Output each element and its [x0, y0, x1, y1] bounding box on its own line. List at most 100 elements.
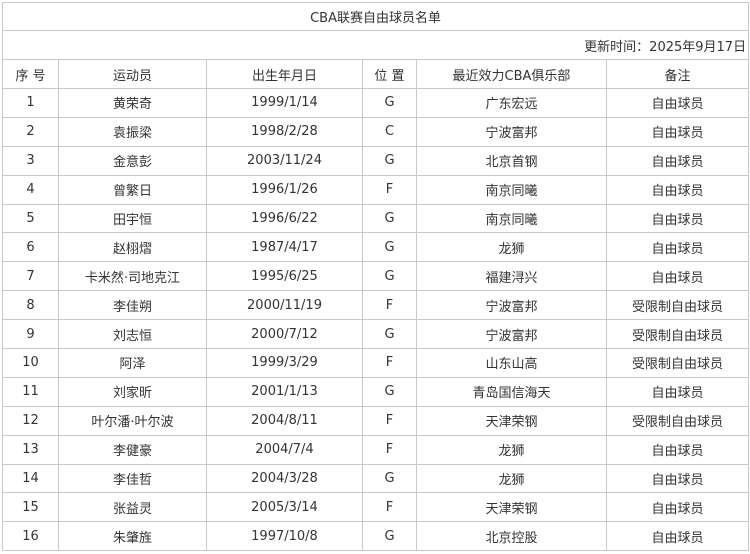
cell-club: 广东宏远	[416, 88, 607, 118]
cell-index: 10	[2, 348, 59, 378]
cell-position: F	[362, 405, 417, 436]
cell-player: 赵栩熠	[58, 232, 207, 263]
cell-birthdate: 1987/4/17	[206, 232, 363, 263]
cell-note: 自由球员	[605, 174, 750, 205]
cell-player: 朱肇旌	[58, 521, 207, 552]
header-row: 序 号 运动员 出生年月日 位 置 最近效力CBA俱乐部 备注	[2, 59, 750, 89]
cell-club: 龙狮	[416, 463, 607, 494]
cell-birthdate: 2001/1/13	[206, 376, 363, 407]
cell-club: 宁波富邦	[416, 116, 607, 147]
header-index: 序 号	[2, 59, 59, 89]
update-time: 更新时间：2025年9月17日	[1, 30, 750, 60]
cell-index: 12	[2, 405, 59, 436]
table-row: 14 李佳哲 2004/3/28 G 龙狮 自由球员	[2, 463, 750, 494]
cell-player: 袁振梁	[58, 116, 207, 147]
cell-position: F	[362, 290, 417, 321]
cell-birthdate: 1997/10/8	[206, 521, 363, 552]
table-row: 1 黄荣奇 1999/1/14 G 广东宏远 自由球员	[2, 88, 750, 118]
cell-birthdate: 2004/8/11	[206, 405, 363, 436]
table-row: 16 朱肇旌 1997/10/8 G 北京控股 自由球员	[2, 521, 750, 552]
cell-position: G	[362, 203, 417, 234]
cell-player: 卡米然·司地克江	[58, 261, 207, 292]
table-row: 15 张益灵 2005/3/14 F 天津荣钢 自由球员	[2, 492, 750, 523]
cell-position: C	[362, 116, 417, 147]
cell-index: 13	[2, 434, 59, 465]
cell-player: 李健豪	[58, 434, 207, 465]
cell-club: 南京同曦	[416, 203, 607, 234]
cell-position: G	[362, 376, 417, 407]
cell-club: 龙狮	[416, 434, 607, 465]
table-row: 2 袁振梁 1998/2/28 C 宁波富邦 自由球员	[2, 116, 750, 147]
cell-player: 田宇恒	[58, 203, 207, 234]
cell-index: 1	[2, 88, 59, 118]
cell-club: 山东山高	[416, 348, 607, 378]
cell-position: F	[362, 174, 417, 205]
cell-player: 刘家昕	[58, 376, 207, 407]
cell-club: 青岛国信海天	[416, 376, 607, 407]
cell-note: 自由球员	[605, 116, 750, 147]
cell-club: 南京同曦	[416, 174, 607, 205]
cell-position: F	[362, 434, 417, 465]
cell-index: 6	[2, 232, 59, 263]
cell-note: 自由球员	[605, 261, 750, 292]
cell-position: F	[362, 348, 417, 378]
cell-club: 福建浔兴	[416, 261, 607, 292]
cell-player: 叶尔潘·叶尔波	[58, 405, 207, 436]
cell-club: 天津荣钢	[416, 405, 607, 436]
cell-note: 自由球员	[605, 463, 750, 494]
cell-birthdate: 2000/11/19	[206, 290, 363, 321]
header-player: 运动员	[58, 59, 207, 89]
cell-position: G	[362, 463, 417, 494]
cell-position: G	[362, 232, 417, 263]
cell-index: 16	[2, 521, 59, 552]
cell-index: 7	[2, 261, 59, 292]
cell-player: 黄荣奇	[58, 88, 207, 118]
cell-player: 阿泽	[58, 348, 207, 378]
cell-note: 受限制自由球员	[605, 405, 750, 436]
table-row: 5 田宇恒 1996/6/22 G 南京同曦 自由球员	[2, 203, 750, 234]
cell-birthdate: 1995/6/25	[206, 261, 363, 292]
cell-birthdate: 1998/2/28	[206, 116, 363, 147]
cell-club: 北京首钢	[416, 145, 607, 176]
cell-note: 受限制自由球员	[605, 348, 750, 378]
title-row: CBA联赛自由球员名单	[1, 2, 750, 31]
cell-note: 自由球员	[605, 521, 750, 552]
cell-player: 李佳朔	[58, 290, 207, 321]
cell-index: 2	[2, 116, 59, 147]
cell-note: 自由球员	[605, 203, 750, 234]
cell-birthdate: 2000/7/12	[206, 319, 363, 350]
cell-position: G	[362, 88, 417, 118]
cell-player: 张益灵	[58, 492, 207, 523]
table-row: 6 赵栩熠 1987/4/17 G 龙狮 自由球员	[2, 232, 750, 263]
cell-birthdate: 1999/3/29	[206, 348, 363, 378]
cell-club: 天津荣钢	[416, 492, 607, 523]
cell-position: G	[362, 261, 417, 292]
cell-note: 自由球员	[605, 434, 750, 465]
cell-position: G	[362, 319, 417, 350]
cell-note: 受限制自由球员	[605, 319, 750, 350]
cell-birthdate: 2005/3/14	[206, 492, 363, 523]
header-note: 备注	[605, 59, 750, 89]
cell-index: 11	[2, 376, 59, 407]
cell-note: 受限制自由球员	[605, 290, 750, 321]
cell-index: 15	[2, 492, 59, 523]
table-row: 12 叶尔潘·叶尔波 2004/8/11 F 天津荣钢 受限制自由球员	[2, 405, 750, 436]
cell-position: G	[362, 145, 417, 176]
cell-player: 曾繁日	[58, 174, 207, 205]
table-row: 9 刘志恒 2000/7/12 G 宁波富邦 受限制自由球员	[2, 319, 750, 350]
cell-note: 自由球员	[605, 232, 750, 263]
cell-note: 自由球员	[605, 145, 750, 176]
cell-club: 宁波富邦	[416, 290, 607, 321]
cell-club: 龙狮	[416, 232, 607, 263]
cell-index: 4	[2, 174, 59, 205]
cell-player: 金意彭	[58, 145, 207, 176]
cell-note: 自由球员	[605, 492, 750, 523]
cell-player: 刘志恒	[58, 319, 207, 350]
cell-club: 北京控股	[416, 521, 607, 552]
header-position: 位 置	[362, 59, 417, 89]
cell-position: F	[362, 492, 417, 523]
table-row: 13 李健豪 2004/7/4 F 龙狮 自由球员	[2, 434, 750, 465]
header-club: 最近效力CBA俱乐部	[416, 59, 607, 89]
cell-index: 8	[2, 290, 59, 321]
cell-birthdate: 2004/7/4	[206, 434, 363, 465]
